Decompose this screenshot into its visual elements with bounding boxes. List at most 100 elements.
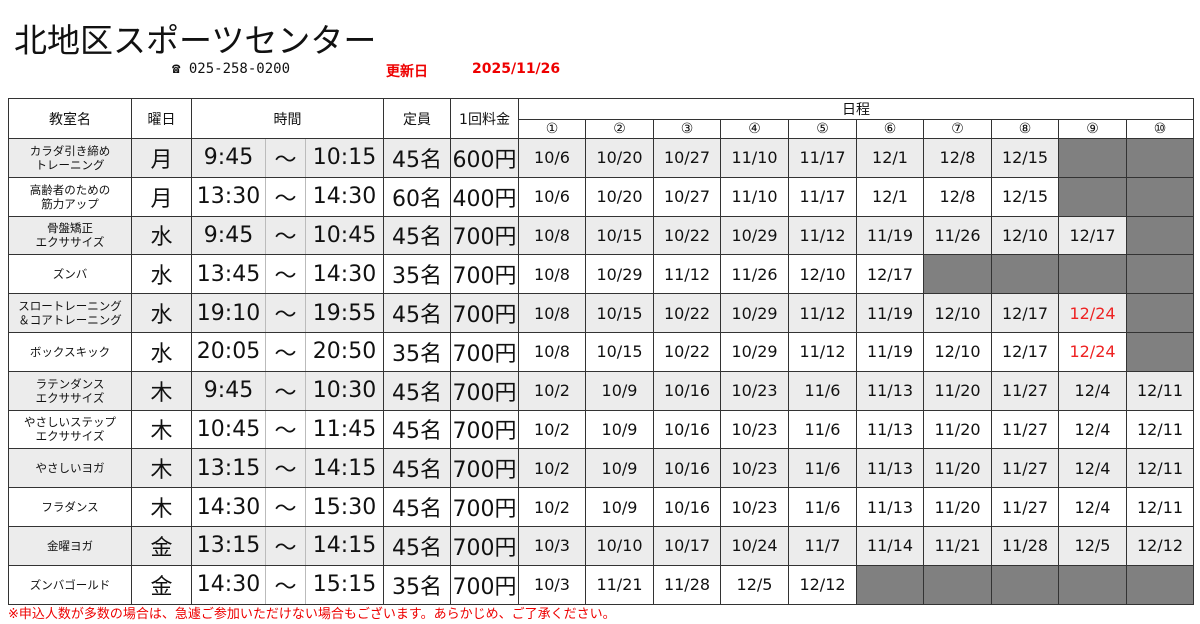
header-session-4: ④: [720, 119, 789, 139]
fee: 700円: [450, 409, 519, 450]
capacity: 35名: [383, 564, 451, 605]
session-date: 11/12: [653, 254, 721, 295]
session-date: 11/13: [856, 409, 924, 450]
end-time: 10:30: [305, 370, 384, 411]
session-date: 11/17: [788, 176, 857, 217]
time-separator: ～: [265, 409, 306, 450]
session-date: 10/8: [518, 293, 586, 333]
session-date: 11/26: [923, 215, 992, 256]
time-separator: ～: [265, 448, 306, 489]
header-day: 曜日: [131, 98, 192, 139]
day: 木: [131, 448, 192, 489]
session-date: 12/17: [856, 254, 924, 295]
fee: 700円: [450, 448, 519, 489]
unavailable-cell: [1058, 564, 1127, 605]
session-date: 10/23: [720, 448, 789, 489]
session-date: 11/6: [788, 448, 857, 489]
end-time: 14:15: [305, 448, 384, 489]
session-date: 10/9: [585, 448, 654, 489]
end-time: 10:45: [305, 215, 384, 256]
header-session-2: ②: [585, 119, 654, 139]
end-time: 15:30: [305, 487, 384, 527]
end-time: 14:30: [305, 254, 384, 295]
day: 木: [131, 370, 192, 411]
capacity: 45名: [383, 525, 451, 566]
session-date: 11/27: [991, 487, 1059, 527]
session-date: 11/27: [991, 448, 1059, 489]
session-date: 12/17: [991, 293, 1059, 333]
session-date: 11/17: [788, 138, 857, 178]
session-date: 10/29: [720, 215, 789, 256]
end-time: 14:15: [305, 525, 384, 566]
table-row: フラダンス木 14:30 ～ 15:30 45名 700円 10/2 10/9 10/16 10/…: [8, 487, 1194, 527]
unavailable-cell: [1126, 293, 1194, 333]
class-name: やさしいステップ エクササイズ: [8, 409, 132, 450]
capacity: 60名: [383, 176, 451, 217]
session-date: 10/15: [585, 293, 654, 333]
table-row: ズンバゴールド金 14:30 ～ 15:15 35名 700円 10/3 11/21 11/28…: [8, 564, 1194, 605]
session-date: 10/20: [585, 138, 654, 178]
session-date: 10/3: [518, 564, 586, 605]
fee: 700円: [450, 370, 519, 411]
session-date: 10/8: [518, 215, 586, 256]
header-session-10: ⑩: [1126, 119, 1194, 139]
unavailable-cell: [1126, 215, 1194, 256]
session-date: 11/19: [856, 293, 924, 333]
session-date: 11/14: [856, 525, 924, 566]
session-date: 10/16: [653, 370, 721, 411]
day: 水: [131, 215, 192, 256]
session-date: 12/17: [1058, 215, 1127, 256]
session-date: 11/6: [788, 487, 857, 527]
header-capacity: 定員: [383, 98, 451, 139]
session-date: 10/16: [653, 448, 721, 489]
session-date: 10/15: [585, 215, 654, 256]
session-date: 12/10: [991, 215, 1059, 256]
start-time: 14:30: [191, 564, 266, 605]
start-time: 14:30: [191, 487, 266, 527]
unavailable-cell: [923, 254, 992, 295]
class-name: スロートレーニング ＆コアトレーニング: [8, 293, 132, 333]
page-title: 北地区スポーツセンター: [14, 21, 377, 60]
unavailable-cell: [1126, 254, 1194, 295]
fee: 700円: [450, 525, 519, 566]
day: 金: [131, 564, 192, 605]
session-date: 12/17: [991, 331, 1059, 372]
time-separator: ～: [265, 370, 306, 411]
session-date: 11/10: [720, 176, 789, 217]
session-date: 12/10: [923, 331, 992, 372]
table-row: ズンバ水 13:45 ～ 14:30 35名 700円 10/8 10/29 11/12 11/2…: [8, 254, 1194, 295]
session-date: 11/28: [991, 525, 1059, 566]
session-date: 12/5: [1058, 525, 1127, 566]
day: 木: [131, 487, 192, 527]
session-date: 10/3: [518, 525, 586, 566]
class-name: ズンバゴールド: [8, 564, 132, 605]
session-date: 10/2: [518, 487, 586, 527]
header-session-5: ⑤: [788, 119, 857, 139]
unavailable-cell: [1126, 564, 1194, 605]
unavailable-cell: [991, 564, 1059, 605]
day: 金: [131, 525, 192, 566]
session-date: 10/23: [720, 370, 789, 411]
session-date: 10/6: [518, 138, 586, 178]
header-session-6: ⑥: [856, 119, 924, 139]
session-date: 12/11: [1126, 487, 1194, 527]
capacity: 45名: [383, 448, 451, 489]
session-date: 11/20: [923, 448, 992, 489]
header-session-1: ①: [518, 119, 586, 139]
header-session-9: ⑨: [1058, 119, 1127, 139]
session-date: 12/24: [1058, 293, 1127, 333]
notice-text: ※申込人数が多数の場合は、急遽ご参加いただけない場合もございます。あらかじめ、ご…: [8, 607, 616, 622]
time-separator: ～: [265, 215, 306, 256]
header-name: 教室名: [8, 98, 132, 139]
session-date: 10/2: [518, 448, 586, 489]
session-date: 10/2: [518, 409, 586, 450]
end-time: 19:55: [305, 293, 384, 333]
session-date: 11/12: [788, 331, 857, 372]
time-separator: ～: [265, 176, 306, 217]
class-name: ズンバ: [8, 254, 132, 295]
day: 月: [131, 176, 192, 217]
session-date: 12/1: [856, 176, 924, 217]
phone-number: ☎ 025-258-0200: [172, 61, 291, 77]
session-date: 12/5: [720, 564, 789, 605]
